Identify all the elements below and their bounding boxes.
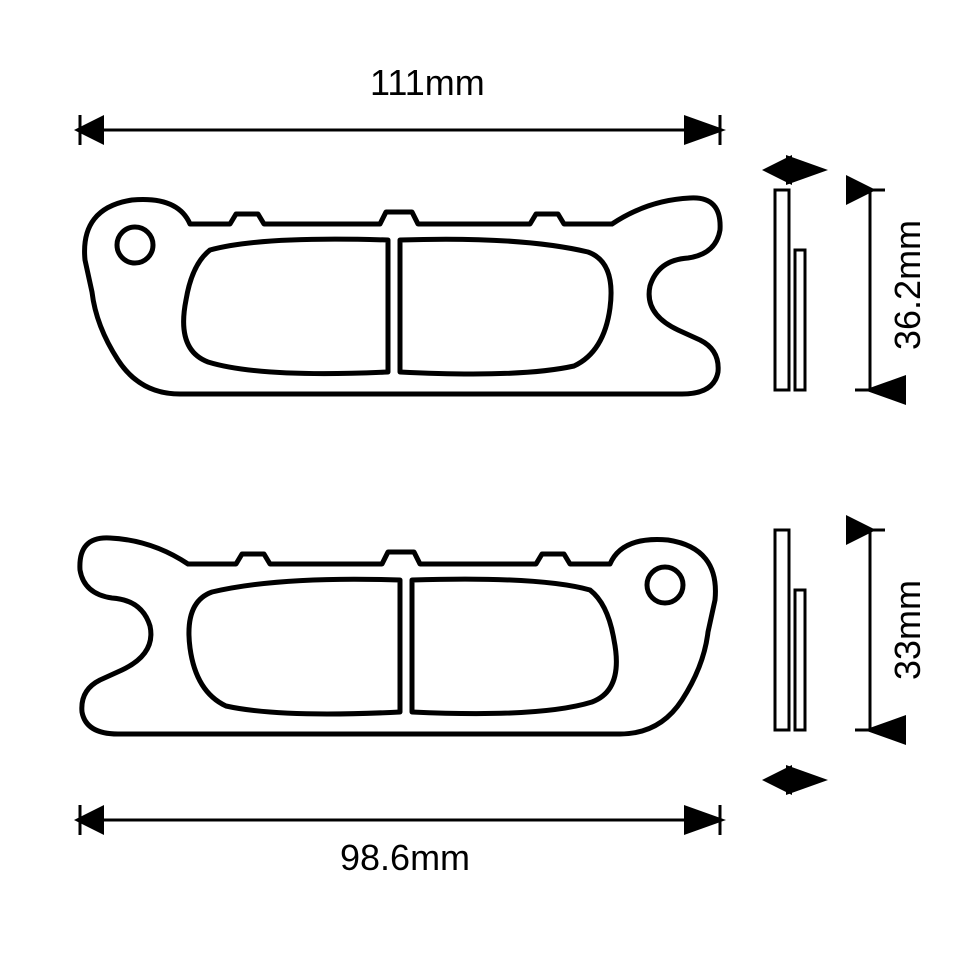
bottom-height-label: 33mm [887,580,928,680]
side-profile-bottom: 33mm [768,530,928,780]
brake-pad-bottom [80,538,716,734]
side-profile-top: 36.2mm [768,170,928,390]
bottom-width-label: 98.6mm [340,837,470,878]
top-height-label: 36.2mm [887,220,928,350]
brake-pad-top [85,198,721,394]
dimension-bottom-width: 98.6mm [80,805,720,878]
dimension-top-width: 111mm [80,62,720,145]
top-width-label: 111mm [370,62,485,103]
